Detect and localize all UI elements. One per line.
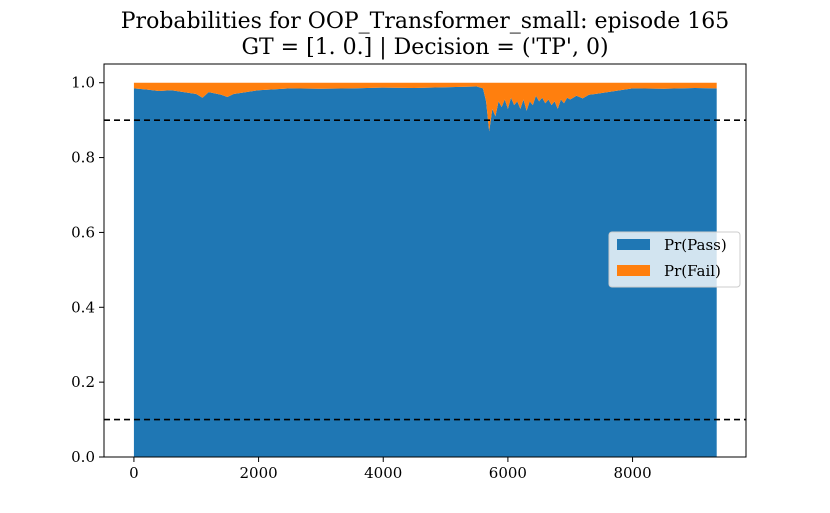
x-tick-label: 6000: [489, 464, 527, 482]
legend-swatch-fail: [617, 265, 650, 276]
threshold-layer: [104, 119, 746, 421]
legend: Pr(Pass) Pr(Fail): [608, 231, 741, 288]
chart-subtitle: GT = [1. 0.] | Decision = ('TP', 0): [241, 35, 608, 60]
y-tick-label: 0.4: [71, 298, 95, 316]
y-tick-label: 1.0: [71, 74, 95, 92]
area-series-fail: [133, 82, 717, 132]
x-tick-label: 0: [129, 464, 139, 482]
x-tick-label: 8000: [613, 464, 651, 482]
y-tick-label: 0.6: [71, 223, 95, 241]
chart-title: Probabilities for OOP_Transformer_small:…: [121, 9, 729, 34]
legend-swatch-pass: [617, 239, 650, 250]
legend-label-fail: Pr(Fail): [664, 262, 721, 280]
y-tick-label: 0.0: [71, 448, 95, 466]
axes-frame: [103, 63, 747, 458]
axes-layer: 0 2000 4000 6000 8000 0.0 0.2 0.4 0.6 0.8 1.0: [71, 63, 747, 482]
y-tick-label: 0.2: [71, 373, 95, 391]
legend-label-pass: Pr(Pass): [664, 236, 727, 254]
y-tick-label: 0.8: [71, 149, 95, 167]
x-tick-label: 2000: [239, 464, 277, 482]
area-series-pass: [133, 86, 717, 458]
x-tick-label: 4000: [364, 464, 402, 482]
plot-area: [133, 82, 717, 458]
